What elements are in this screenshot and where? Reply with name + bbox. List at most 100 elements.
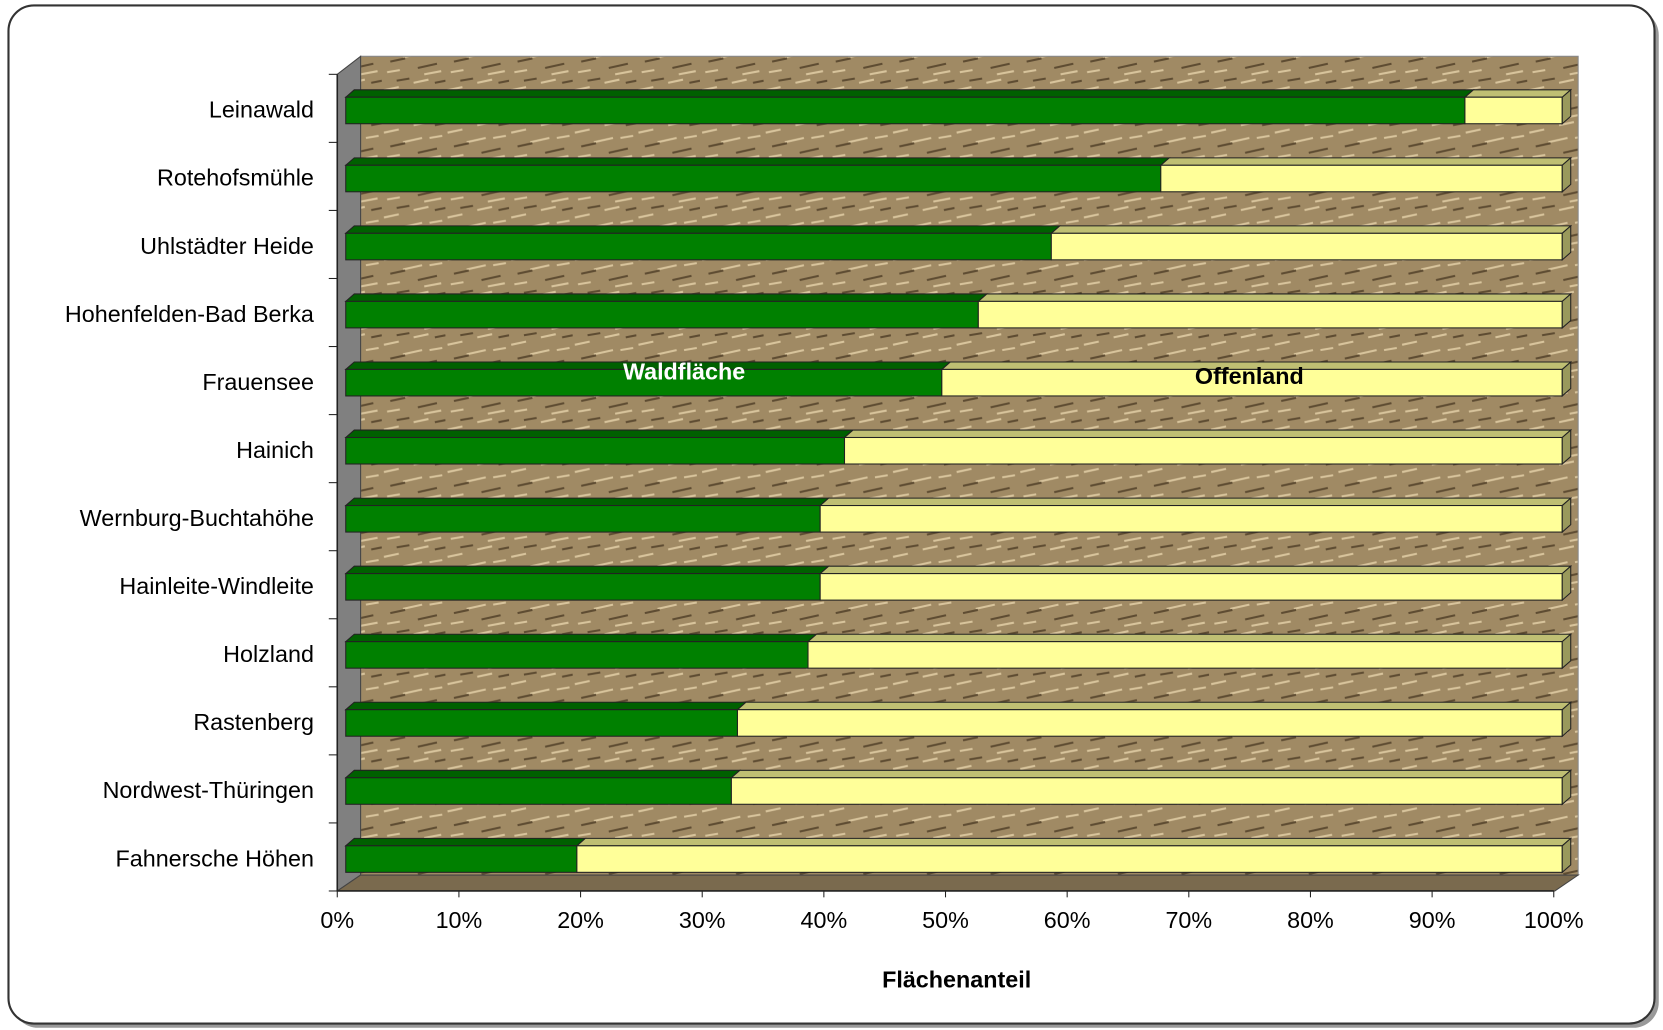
bar <box>977 300 1563 329</box>
x-tick-label: 70% <box>1165 907 1212 933</box>
bar <box>1464 96 1563 125</box>
bar <box>345 709 738 737</box>
bar-end <box>1561 837 1572 874</box>
bar-end <box>1561 360 1572 398</box>
bar <box>345 777 732 805</box>
bar-segment <box>976 292 1573 330</box>
bar-end <box>1561 565 1572 602</box>
x-tick-label: 60% <box>1044 907 1091 933</box>
bar-segment <box>344 565 831 601</box>
bar-segment <box>344 497 831 533</box>
x-tick-label: 100% <box>1524 907 1584 933</box>
bar <box>730 777 1563 805</box>
bar-end <box>1561 156 1572 193</box>
y-tick-label: Hainich <box>236 437 314 463</box>
x-tick-label: 30% <box>679 907 726 933</box>
bar <box>941 368 1563 397</box>
bar-segment <box>1159 156 1573 193</box>
bar-top <box>344 701 748 711</box>
bar-top <box>1463 89 1573 98</box>
bar-segment <box>344 633 818 669</box>
x-tick-label: 80% <box>1287 907 1334 933</box>
y-tick-label: Nordwest-Thüringen <box>103 777 314 803</box>
x-tick-label: 0% <box>320 907 354 933</box>
bar-segment <box>843 428 1573 466</box>
bar-segment <box>806 633 1573 670</box>
y-tick-label: Frauensee <box>202 369 314 395</box>
bar <box>345 96 1466 125</box>
bar-top <box>843 429 1573 439</box>
bar-top <box>575 837 1573 847</box>
bar-top <box>344 157 1171 166</box>
bar-top <box>1159 157 1573 166</box>
bar-segment <box>344 769 742 805</box>
bar <box>819 573 1563 601</box>
series-label: Waldfläche <box>623 359 745 385</box>
bar-top <box>729 769 1573 779</box>
bar-top <box>1049 225 1573 234</box>
bar-segment <box>818 496 1573 534</box>
y-tick-label: Leinawald <box>209 97 314 123</box>
y-tick-label: Hainleite-Windleite <box>119 573 314 599</box>
bar <box>807 641 1563 669</box>
bar-segment <box>940 360 1573 398</box>
bar-end <box>1561 769 1572 806</box>
bar <box>1050 232 1563 261</box>
floor <box>335 874 1580 892</box>
y-tick-label: Rotehofsmühle <box>157 165 314 191</box>
bar <box>736 709 1563 737</box>
bar-top <box>344 429 855 439</box>
y-tick-label: Fahnersche Höhen <box>116 845 314 871</box>
bar <box>345 164 1162 193</box>
x-tick-label: 40% <box>801 907 848 933</box>
bar-end <box>1561 701 1572 738</box>
bar-segment <box>818 565 1573 602</box>
y-tick-label: Holzland <box>223 641 314 667</box>
bar-segment <box>575 837 1573 874</box>
bar-top <box>344 633 818 643</box>
x-tick-label: 90% <box>1409 907 1456 933</box>
bar-segment <box>344 429 855 465</box>
bar-top <box>818 497 1573 507</box>
bar <box>345 505 821 533</box>
bar-end <box>1561 428 1572 466</box>
bar <box>819 505 1563 533</box>
bar <box>345 436 846 465</box>
bar-top <box>344 837 587 847</box>
bar-end <box>1561 88 1572 125</box>
bar <box>576 845 1563 873</box>
bar-end <box>1561 224 1572 262</box>
bar-top <box>818 565 1573 575</box>
bar-segment <box>344 225 1062 261</box>
bar <box>1160 164 1563 193</box>
bar-end <box>1561 633 1572 670</box>
y-tick-label: Rastenberg <box>193 709 314 735</box>
bar-top <box>344 769 742 779</box>
bar-top <box>344 497 831 507</box>
y-tick-label: Uhlstädter Heide <box>140 233 314 259</box>
bar-top <box>736 701 1573 711</box>
y-tick-label: Wernburg-Buchtahöhe <box>80 505 314 531</box>
bar-end <box>1561 496 1572 534</box>
bar-top <box>344 565 831 575</box>
bar-segment <box>344 837 587 873</box>
bar-segment <box>344 89 1475 125</box>
bar-top <box>344 225 1062 234</box>
bar-top <box>344 293 989 302</box>
bar-segment <box>1049 224 1573 262</box>
bar <box>345 232 1052 261</box>
bar-segment <box>736 701 1573 738</box>
bar-top <box>344 89 1475 98</box>
x-tick-label: 50% <box>922 907 969 933</box>
bar-top <box>976 293 1573 302</box>
bar-segment <box>344 701 748 737</box>
bar <box>345 368 943 397</box>
series-label: Offenland <box>1195 363 1304 389</box>
bar-top <box>806 633 1573 643</box>
x-axis-title: Flächenanteil <box>882 966 1031 992</box>
bar <box>345 300 979 329</box>
bar-segment <box>1463 88 1573 125</box>
bar-segment <box>344 157 1171 193</box>
bar <box>345 845 578 873</box>
